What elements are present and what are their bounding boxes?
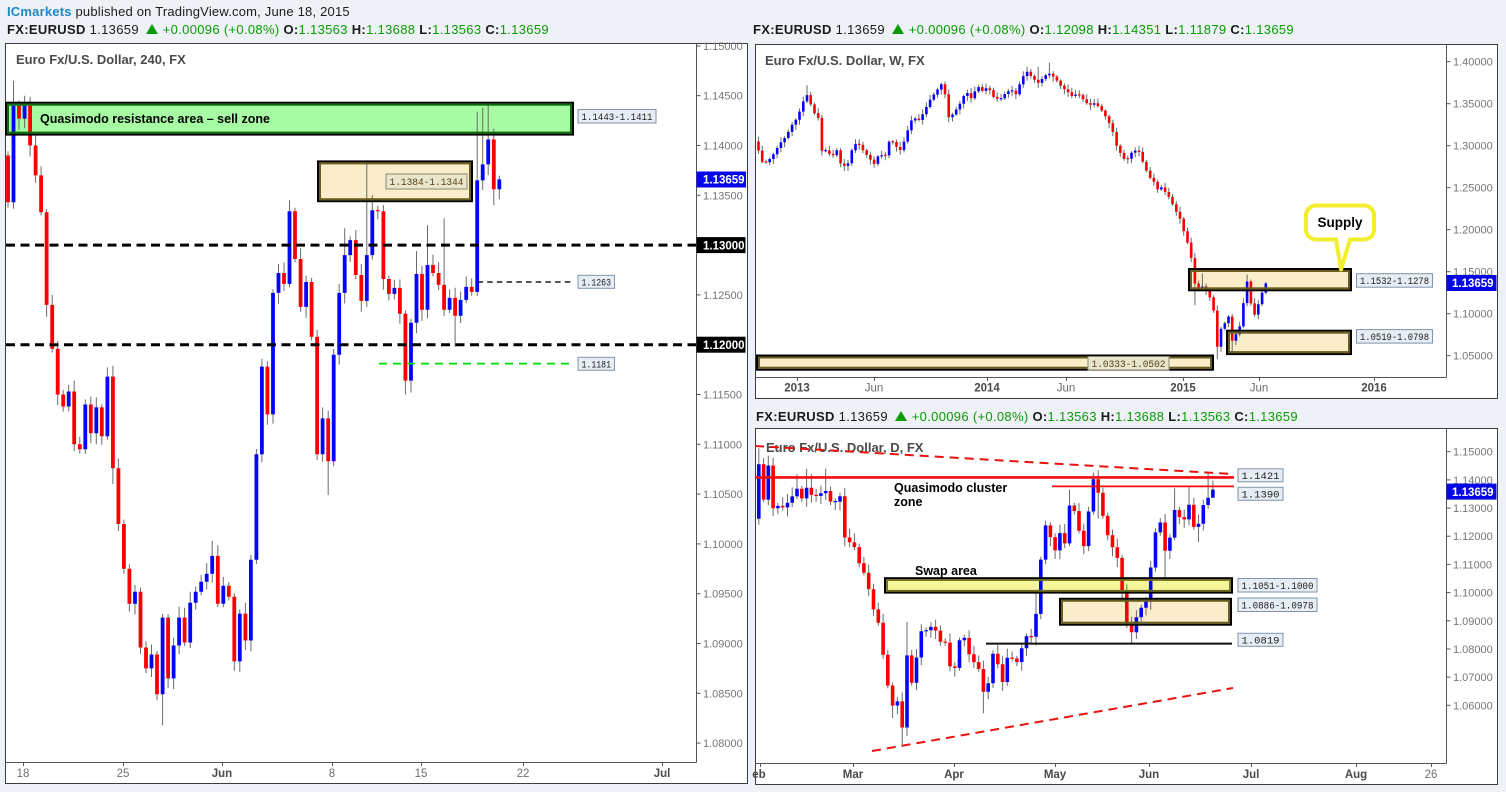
svg-text:Jun: Jun bbox=[1057, 383, 1076, 395]
svg-text:1.25000: 1.25000 bbox=[1453, 183, 1493, 195]
svg-text:2016: 2016 bbox=[1361, 383, 1387, 395]
svg-text:1.1532-1.1278: 1.1532-1.1278 bbox=[1360, 277, 1429, 288]
svg-text:Quasimodo resistance area – se: Quasimodo resistance area – sell zone bbox=[40, 112, 270, 126]
svg-text:18: 18 bbox=[17, 768, 30, 780]
svg-text:1.35000: 1.35000 bbox=[1453, 99, 1493, 111]
svg-text:1.08500: 1.08500 bbox=[703, 688, 743, 700]
svg-text:1.0886-1.0978: 1.0886-1.0978 bbox=[1242, 601, 1314, 612]
svg-text:eb: eb bbox=[752, 769, 765, 781]
svg-text:Apr: Apr bbox=[944, 769, 964, 781]
svg-text:2014: 2014 bbox=[974, 383, 1000, 395]
svg-text:1.09000: 1.09000 bbox=[703, 639, 743, 651]
svg-text:Jul: Jul bbox=[1243, 769, 1260, 781]
svg-text:1.11000: 1.11000 bbox=[1453, 559, 1492, 571]
svg-text:1.1263: 1.1263 bbox=[582, 278, 612, 289]
svg-text:1.11500: 1.11500 bbox=[703, 390, 742, 402]
svg-text:1.14000: 1.14000 bbox=[703, 141, 743, 153]
svg-text:1.09000: 1.09000 bbox=[1453, 616, 1493, 628]
svg-text:22: 22 bbox=[517, 768, 530, 780]
svg-text:25: 25 bbox=[117, 768, 130, 780]
svg-text:1.14500: 1.14500 bbox=[703, 91, 743, 103]
svg-text:1.12000: 1.12000 bbox=[1453, 531, 1493, 543]
svg-text:1.40000: 1.40000 bbox=[1453, 57, 1493, 69]
svg-text:1.1421: 1.1421 bbox=[1242, 472, 1280, 483]
svg-text:8: 8 bbox=[329, 768, 335, 780]
svg-text:1.12500: 1.12500 bbox=[703, 290, 743, 302]
svg-text:1.0519-1.0798: 1.0519-1.0798 bbox=[1360, 333, 1429, 344]
svg-text:1.07000: 1.07000 bbox=[1453, 672, 1493, 684]
svg-text:Jun: Jun bbox=[1139, 769, 1159, 781]
svg-text:1.0333-1.0502: 1.0333-1.0502 bbox=[1092, 360, 1166, 371]
svg-text:May: May bbox=[1044, 769, 1067, 781]
svg-text:2015: 2015 bbox=[1170, 383, 1196, 395]
svg-text:1.09500: 1.09500 bbox=[703, 589, 743, 601]
svg-text:1.13000: 1.13000 bbox=[1453, 503, 1493, 515]
svg-text:Aug: Aug bbox=[1345, 769, 1367, 781]
svg-text:Jun: Jun bbox=[212, 768, 232, 780]
svg-text:1.08000: 1.08000 bbox=[703, 738, 743, 750]
svg-text:1.13659: 1.13659 bbox=[1452, 278, 1494, 290]
svg-text:Swap area: Swap area bbox=[915, 564, 978, 578]
svg-text:15: 15 bbox=[415, 768, 428, 780]
svg-text:26: 26 bbox=[1425, 769, 1438, 781]
svg-text:Jul: Jul bbox=[654, 768, 671, 780]
svg-text:2013: 2013 bbox=[784, 383, 810, 395]
svg-text:Quasimodo cluster: Quasimodo cluster bbox=[894, 481, 1007, 495]
svg-text:Mar: Mar bbox=[843, 769, 864, 781]
svg-text:1.10500: 1.10500 bbox=[703, 489, 743, 501]
svg-text:1.13500: 1.13500 bbox=[703, 190, 743, 202]
svg-text:1.30000: 1.30000 bbox=[1453, 141, 1493, 153]
svg-text:Supply: Supply bbox=[1317, 215, 1362, 230]
svg-text:1.08000: 1.08000 bbox=[1453, 644, 1493, 656]
svg-text:zone: zone bbox=[894, 495, 923, 509]
svg-text:1.15000: 1.15000 bbox=[703, 41, 743, 53]
svg-text:1.1390: 1.1390 bbox=[1242, 490, 1280, 501]
svg-text:1.10000: 1.10000 bbox=[1453, 588, 1493, 600]
svg-text:1.15000: 1.15000 bbox=[1453, 447, 1493, 459]
svg-text:Jun: Jun bbox=[1250, 383, 1269, 395]
svg-text:1.06000: 1.06000 bbox=[1453, 700, 1493, 712]
svg-text:Euro Fx/U.S. Dollar, D, FX: Euro Fx/U.S. Dollar, D, FX bbox=[766, 440, 924, 455]
svg-text:Euro Fx/U.S. Dollar, 240, FX: Euro Fx/U.S. Dollar, 240, FX bbox=[16, 52, 186, 67]
svg-text:1.1443-1.1411: 1.1443-1.1411 bbox=[582, 113, 653, 124]
svg-text:Euro Fx/U.S. Dollar, W, FX: Euro Fx/U.S. Dollar, W, FX bbox=[765, 53, 925, 68]
svg-text:1.12000: 1.12000 bbox=[703, 340, 745, 352]
svg-text:1.1384-1.1344: 1.1384-1.1344 bbox=[390, 178, 464, 189]
svg-text:1.13000: 1.13000 bbox=[703, 240, 745, 252]
svg-text:1.11000: 1.11000 bbox=[703, 439, 742, 451]
svg-text:1.0819: 1.0819 bbox=[1242, 636, 1280, 647]
svg-text:1.13659: 1.13659 bbox=[1452, 487, 1494, 499]
svg-text:Jun: Jun bbox=[865, 383, 884, 395]
svg-text:1.05000: 1.05000 bbox=[1453, 351, 1493, 363]
svg-text:1.1051-1.1000: 1.1051-1.1000 bbox=[1242, 582, 1314, 593]
svg-text:1.10000: 1.10000 bbox=[703, 539, 743, 551]
svg-text:1.1181: 1.1181 bbox=[582, 360, 612, 371]
svg-text:1.13659: 1.13659 bbox=[703, 175, 745, 187]
svg-text:1.10000: 1.10000 bbox=[1453, 309, 1493, 321]
svg-text:1.20000: 1.20000 bbox=[1453, 225, 1493, 237]
